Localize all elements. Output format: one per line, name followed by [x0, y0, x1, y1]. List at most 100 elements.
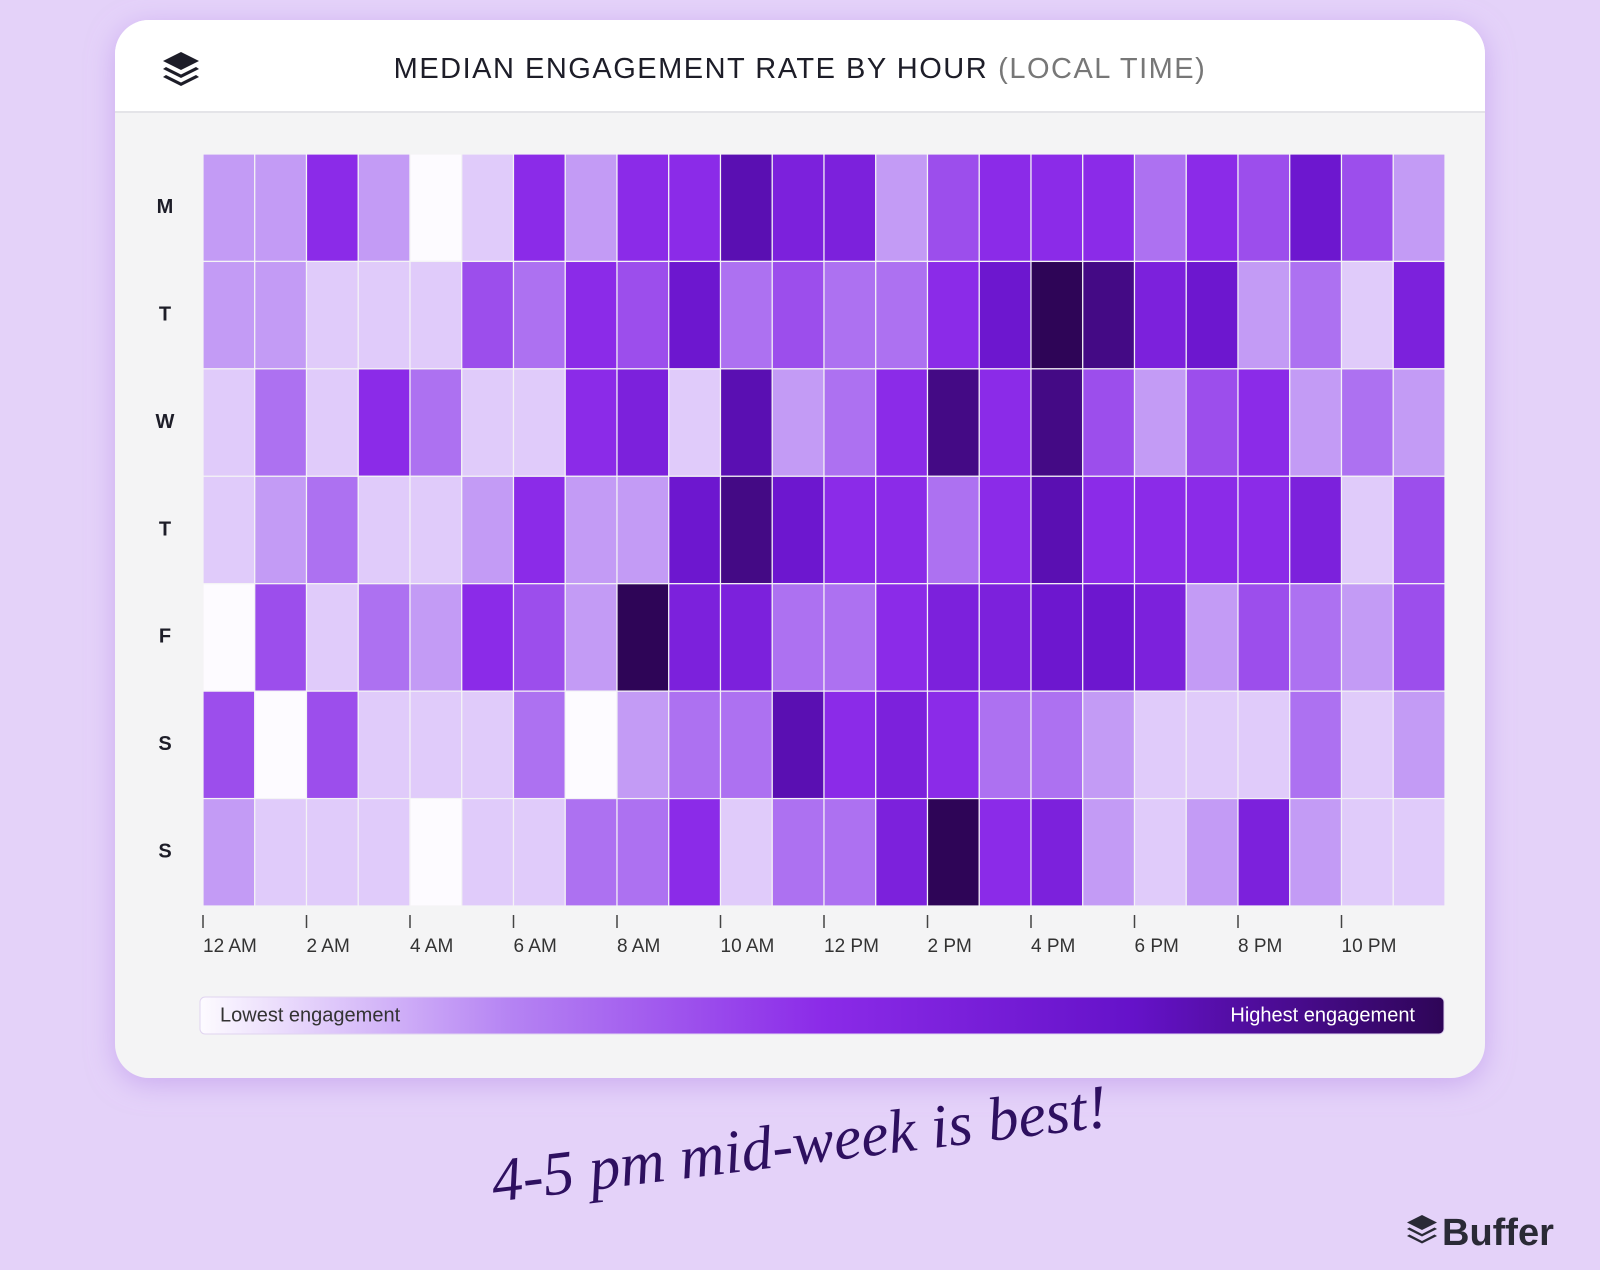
heat-cell — [1392, 260, 1446, 370]
heat-cell — [305, 260, 359, 370]
heat-cell — [926, 583, 980, 692]
heat-cell — [771, 153, 825, 263]
x-tick-label: 4 AM — [410, 936, 453, 957]
heat-cell — [875, 690, 929, 800]
brand-icon — [1407, 1215, 1437, 1244]
heat-cell — [1289, 368, 1343, 477]
heat-cell — [461, 475, 515, 585]
heat-cell — [1289, 797, 1343, 907]
heat-cell — [305, 797, 359, 907]
heat-cell — [512, 475, 566, 585]
heat-cell — [978, 475, 1032, 585]
x-tick-label: 6 PM — [1135, 936, 1179, 957]
heat-cell — [823, 797, 877, 907]
heat-cell — [978, 583, 1032, 692]
heat-cell — [1185, 260, 1239, 370]
logo-icon — [163, 52, 199, 86]
x-tick-label: 10 PM — [1342, 936, 1397, 957]
heat-cell — [409, 690, 463, 800]
heat-cell — [823, 260, 877, 370]
heat-cell — [461, 690, 515, 800]
heat-cell — [1237, 368, 1291, 477]
heat-cell — [357, 475, 411, 585]
heat-cell — [978, 260, 1032, 370]
heat-cell — [1082, 153, 1136, 263]
heat-cell — [1185, 368, 1239, 477]
heat-cell — [409, 153, 463, 263]
heat-cell — [357, 260, 411, 370]
heat-cell — [668, 368, 722, 477]
heat-cell — [1133, 368, 1187, 477]
heat-cell — [1289, 475, 1343, 585]
y-tick-label: S — [158, 733, 171, 755]
heat-cell — [1133, 475, 1187, 585]
heat-cell — [1289, 260, 1343, 370]
annotation: 4-5 pm mid-week is best! — [488, 1073, 1112, 1216]
heat-cell — [1185, 690, 1239, 800]
heat-cell — [771, 690, 825, 800]
heat-cell — [254, 583, 308, 692]
heat-cell — [461, 583, 515, 692]
heat-cell — [926, 797, 980, 907]
heat-cell — [254, 153, 308, 263]
heat-cell — [1030, 690, 1084, 800]
heat-cell — [978, 690, 1032, 800]
heat-cell — [254, 368, 308, 477]
heat-cell — [1392, 475, 1446, 585]
heat-cell — [616, 153, 670, 263]
heat-cell — [564, 260, 618, 370]
heat-cell — [1392, 153, 1446, 263]
heat-cell — [719, 368, 773, 477]
heat-cell — [668, 583, 722, 692]
chart-title: MEDIAN ENGAGEMENT RATE BY HOUR (LOCAL TIM… — [394, 53, 1207, 85]
x-tick-label: 4 PM — [1031, 936, 1075, 957]
legend-low: Lowest engagement — [220, 1004, 401, 1026]
heat-cell — [668, 260, 722, 370]
heat-cell — [1392, 368, 1446, 477]
heat-cell — [564, 583, 618, 692]
heat-cell — [1392, 583, 1446, 692]
heat-cell — [1133, 690, 1187, 800]
heat-cell — [1082, 260, 1136, 370]
heat-cell — [875, 153, 929, 263]
heat-cell — [668, 475, 722, 585]
heat-cell — [1392, 690, 1446, 800]
heat-cell — [202, 153, 256, 263]
heat-cell — [1340, 475, 1394, 585]
heat-cell — [1030, 583, 1084, 692]
heat-cell — [616, 368, 670, 477]
heat-cell — [1133, 583, 1187, 692]
heat-cell — [1340, 153, 1394, 263]
heat-cell — [1133, 153, 1187, 263]
heat-cell — [926, 260, 980, 370]
y-tick-label: S — [158, 841, 171, 863]
heat-cell — [512, 583, 566, 692]
heat-cell — [409, 583, 463, 692]
heat-cell — [409, 475, 463, 585]
heat-cell — [357, 153, 411, 263]
heat-cell — [926, 690, 980, 800]
heat-cell — [1392, 797, 1446, 907]
heat-cell — [668, 797, 722, 907]
heat-cell — [1030, 475, 1084, 585]
heat-cell — [771, 368, 825, 477]
heat-cell — [1082, 368, 1136, 477]
heat-cell — [1289, 583, 1343, 692]
heat-cell — [564, 797, 618, 907]
heat-cell — [409, 797, 463, 907]
heat-cell — [1185, 475, 1239, 585]
heat-cell — [254, 690, 308, 800]
heat-cell — [823, 583, 877, 692]
heat-cell — [305, 368, 359, 477]
heat-cell — [875, 583, 929, 692]
x-tick-label: 2 AM — [307, 936, 350, 957]
heat-cell — [1030, 153, 1084, 263]
heat-cell — [1237, 153, 1291, 263]
heat-cell — [461, 797, 515, 907]
heat-cell — [512, 153, 566, 263]
heat-cell — [202, 583, 256, 692]
y-tick-label: F — [159, 626, 171, 648]
heat-cell — [409, 260, 463, 370]
heat-cell — [926, 368, 980, 477]
